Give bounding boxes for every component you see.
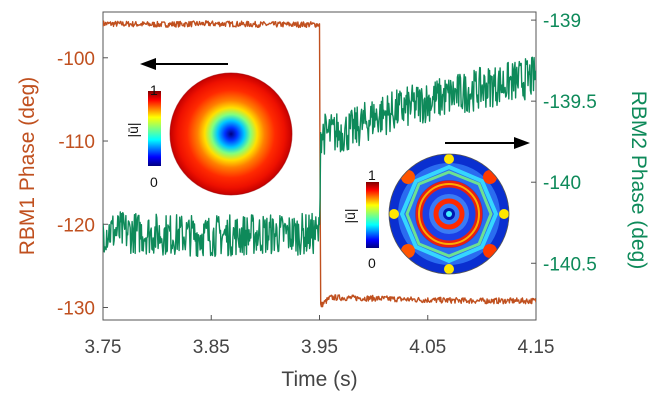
x-axis: 3.75 3.85 3.95 4.05 4.15: [85, 315, 555, 358]
inset-rbm2: 1 0 |ū|: [342, 137, 530, 275]
x-tick-label: 3.75: [85, 337, 122, 358]
y-left-tick-label: -110: [58, 132, 95, 153]
y-left-tick-label: -100: [57, 49, 95, 70]
mode-shape-rbm2: [389, 154, 509, 274]
y-axis-left: -100 -110 -120 -130: [57, 49, 108, 320]
series-line-1: [103, 20, 536, 308]
x-tick-label: 3.95: [301, 337, 338, 358]
colorbar-rbm1: [148, 91, 161, 166]
colorbar-rbm1-max: 1: [150, 82, 158, 98]
colorbar-rbm1-label: |ū|: [125, 122, 141, 137]
arrow-right-head-icon: [514, 137, 530, 149]
colorbar-rbm2-min: 0: [368, 255, 376, 271]
y-left-tick-label: -120: [57, 215, 95, 236]
y-right-tick-label: -140.5: [543, 254, 597, 275]
y-axis-right: -139 -139.5 -140 -140.5: [531, 11, 597, 275]
inset-rbm1: 1 0 |ū|: [125, 58, 293, 196]
series-line-2: [103, 56, 536, 258]
series-layer: [103, 20, 536, 308]
x-tick-label: 3.85: [193, 337, 230, 358]
colorbar-rbm2-max: 1: [368, 167, 376, 183]
y-left-tick-label: -130: [57, 299, 95, 320]
x-axis-label: Time (s): [281, 368, 357, 391]
arrow-left-head-icon: [140, 58, 156, 70]
x-tick-label: 4.15: [518, 337, 555, 358]
y-axis-left-label: RBM1 Phase (deg): [16, 77, 39, 256]
colorbar-rbm1-min: 0: [150, 174, 158, 190]
x-tick-label: 4.05: [409, 337, 446, 358]
y-axis-right-label: RBM2 Phase (deg): [627, 91, 650, 270]
colorbar-rbm2: [366, 182, 379, 248]
y-right-tick-label: -139: [543, 11, 581, 32]
colorbar-rbm2-label: |ū|: [342, 208, 358, 223]
mode-shape-rbm1: [169, 72, 293, 196]
y-right-tick-label: -140: [543, 173, 581, 194]
y-right-tick-label: -139.5: [543, 92, 597, 113]
